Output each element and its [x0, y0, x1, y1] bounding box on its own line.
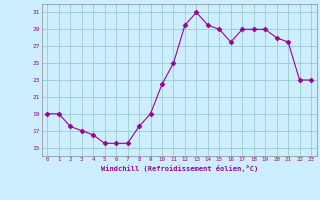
- X-axis label: Windchill (Refroidissement éolien,°C): Windchill (Refroidissement éolien,°C): [100, 165, 258, 172]
